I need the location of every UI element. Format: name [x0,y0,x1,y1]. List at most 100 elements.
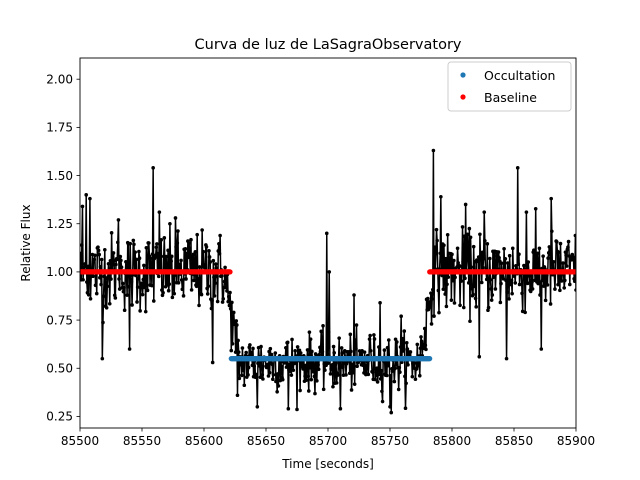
raw-data-point [255,405,260,409]
raw-data-point [214,266,219,270]
y-axis-label: Relative Flux [19,204,33,281]
raw-data-point [556,250,561,254]
raw-data-point [134,273,138,278]
raw-data-point [84,193,88,197]
raw-data-point [251,346,255,351]
raw-data-point [468,235,473,240]
raw-data-point [451,278,456,283]
raw-data-point [217,241,221,246]
y-tick-label: 1.75 [46,121,73,135]
raw-data-point [166,288,171,293]
raw-data-point [559,279,564,283]
raw-data-point [325,352,330,356]
raw-data-point [405,347,410,351]
raw-data-point [404,381,408,386]
raw-data-point [127,284,131,289]
raw-data-point [124,275,129,280]
raw-data-point [432,245,437,249]
raw-data-point [413,377,418,381]
raw-data-point [424,347,428,352]
raw-data-point [378,377,383,381]
raw-data-point [306,389,311,393]
raw-data-point [284,365,289,369]
raw-data-point [550,229,554,234]
raw-data-point [415,342,420,347]
raw-data-point [330,362,335,367]
raw-data-point [507,297,511,301]
raw-data-point [517,282,522,287]
raw-data-point [288,369,292,374]
raw-data-point [266,362,270,367]
raw-data-point [204,245,209,249]
raw-data-point [510,291,514,296]
raw-data-point [530,280,534,284]
raw-data-point [125,293,129,297]
raw-data-point [334,381,339,385]
raw-data-point [344,373,348,377]
raw-data-point [310,349,314,354]
raw-data-point [436,288,441,293]
raw-data-point [222,279,227,284]
raw-data-point [198,276,203,281]
raw-data-point [124,259,128,264]
raw-data-point [266,374,271,378]
raw-data-point [389,410,394,415]
raw-data-point [459,279,464,283]
plot-area [80,148,576,415]
raw-data-point [122,308,127,313]
raw-data-point [439,194,443,199]
raw-data-point [395,340,399,344]
raw-data-point [503,257,508,261]
raw-data-point [189,288,194,292]
raw-data-point [572,279,576,284]
raw-data-point [196,281,200,285]
raw-data-point [227,303,232,308]
raw-data-point [499,261,504,266]
raw-data-point [380,399,385,404]
raw-data-point [304,378,309,383]
raw-data-point [99,282,103,287]
raw-data-point [151,299,156,303]
raw-data-point [211,258,216,263]
raw-data-point [303,374,307,378]
raw-data-point [548,302,553,306]
raw-data-point [179,258,183,263]
raw-data-point [106,275,110,279]
raw-data-point [275,372,280,376]
raw-data-point [81,277,85,282]
raw-data-point [568,282,572,287]
raw-data-point [228,290,232,295]
raw-data-point [138,309,142,313]
raw-data-point [540,278,545,283]
raw-data-point [485,242,490,246]
raw-data-point [481,265,485,270]
raw-data-point [287,362,292,367]
x-tick-label: 85750 [371,434,409,448]
raw-data-point [220,300,225,304]
raw-data-point [254,372,258,377]
raw-data-point [142,285,147,290]
raw-data-point [468,319,472,324]
raw-data-point [254,375,259,380]
raw-data-point [97,252,102,257]
raw-data-point [137,249,141,254]
raw-data-point [140,281,144,286]
raw-data-point [562,286,567,290]
raw-data-point [118,254,123,259]
raw-data-point [169,259,173,263]
x-axis-label: Time [seconds] [281,457,374,471]
raw-data-point [150,252,155,256]
raw-data-point [114,262,118,267]
raw-data-point [352,382,357,386]
raw-data-point [248,343,252,347]
raw-data-point [437,310,441,315]
raw-data-point [120,281,125,286]
raw-data-point [172,291,177,296]
raw-data-point [148,256,153,261]
raw-data-point [370,370,375,374]
raw-data-point [470,286,474,291]
raw-data-point [564,253,568,258]
raw-data-point [187,241,191,245]
raw-data-point [244,350,248,355]
